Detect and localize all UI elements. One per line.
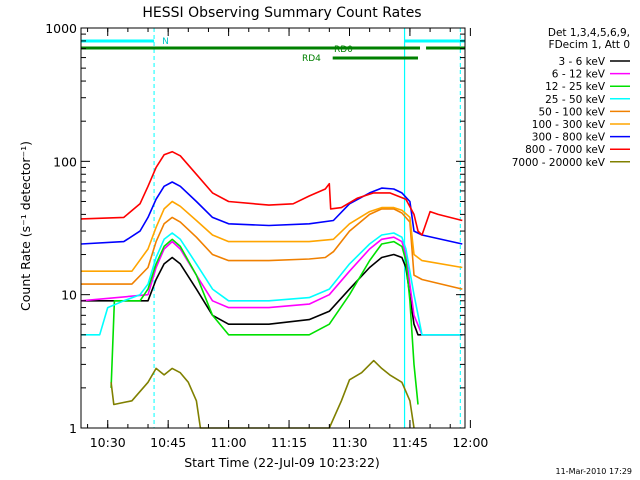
legend-header: FDecim 1, Att 0 <box>549 39 630 51</box>
x-axis: 10:30 10:45 11:00 11:15 11:30 11:45 12:00 <box>87 28 488 450</box>
attenuator-label: N <box>162 37 169 47</box>
legend: Det 1,3,4,5,6,9,FDecim 1, Att 0 3 - 6 keV… <box>512 27 630 169</box>
x-tick-label: 10:30 <box>90 435 126 450</box>
series-line-1 <box>80 236 463 336</box>
y-tick-label: 10 <box>61 288 77 303</box>
series-line-8 <box>110 359 415 429</box>
legend-label: 100 - 300 keV <box>532 119 606 131</box>
chart-title: HESSI Observing Summary Count Rates <box>142 5 421 21</box>
ratemeter-label: RD4 <box>302 54 321 64</box>
legend-label: 12 - 25 keV <box>545 81 606 93</box>
legend-header: Det 1,3,4,5,6,9, <box>548 27 630 39</box>
x-tick-label: 11:00 <box>211 435 247 450</box>
x-tick-label: 11:45 <box>392 435 428 450</box>
footer-timestamp: 11-Mar-2010 17:29 <box>556 467 633 476</box>
legend-label: 25 - 50 keV <box>545 94 606 106</box>
y-tick-label: 100 <box>53 154 77 169</box>
x-tick-label: 10:45 <box>150 435 186 450</box>
legend-label: 50 - 100 keV <box>538 106 605 118</box>
series-line-7 <box>80 150 463 236</box>
legend-label: 3 - 6 keV <box>558 56 605 68</box>
plot-frame <box>80 27 466 429</box>
x-tick-label: 11:30 <box>331 435 367 450</box>
x-tick-label: 11:15 <box>271 435 307 450</box>
legend-label: 6 - 12 keV <box>552 69 606 81</box>
ratemeter-label: RD0 <box>334 45 353 55</box>
series-line-6 <box>80 181 463 245</box>
series-line-5 <box>81 200 463 273</box>
legend-label: 800 - 7000 keV <box>525 144 606 156</box>
legend-label: 7000 - 20000 keV <box>512 157 606 169</box>
series-line-4 <box>81 208 463 290</box>
series-line-3 <box>81 232 463 336</box>
y-axis-label: Count Rate (s⁻¹ detector⁻¹) <box>18 141 33 311</box>
legend-label: 300 - 800 keV <box>532 132 606 144</box>
x-axis-label: Start Time (22-Jul-09 10:23:22) <box>184 455 380 470</box>
y-tick-label: 1000 <box>45 21 77 36</box>
plot-area: N RD0 RD4 <box>80 27 466 429</box>
y-tick-label: 1 <box>69 421 77 436</box>
y-axis: 1 10 100 1000 <box>45 21 465 436</box>
x-tick-label: 12:00 <box>452 435 488 450</box>
series-line-2 <box>110 238 419 405</box>
